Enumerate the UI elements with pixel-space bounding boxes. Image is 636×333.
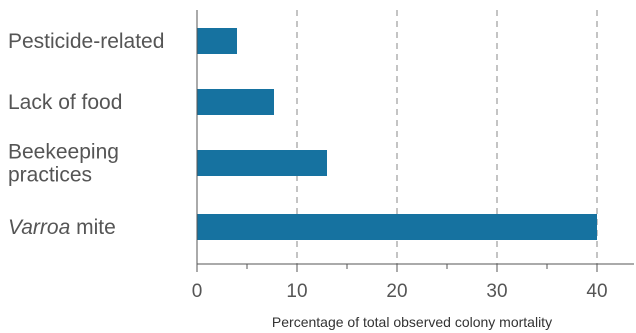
category-label-2: Lack of food <box>8 91 122 114</box>
category-labels: Pesticide-related Lack of food Beekeeping p… <box>8 30 164 239</box>
bars <box>197 28 597 240</box>
category-label-1: Pesticide-related <box>8 30 164 53</box>
category-label-3: Beekeeping practices <box>8 141 119 187</box>
x-tick-label-30: 30 <box>486 281 507 302</box>
x-tick-label-0: 0 <box>192 281 203 302</box>
category-label-4: Varroa mite <box>8 216 116 239</box>
bar-3 <box>197 150 327 176</box>
x-axis-title: Percentage of total observed colony mort… <box>272 314 552 330</box>
x-tick-label-10: 10 <box>286 281 307 302</box>
x-tick-label-20: 20 <box>386 281 407 302</box>
bar-2 <box>197 89 274 115</box>
x-tick-label-40: 40 <box>586 281 607 302</box>
x-axis: 0 10 20 30 40 <box>192 10 634 302</box>
bar-1 <box>197 28 237 54</box>
bar-4 <box>197 214 597 240</box>
